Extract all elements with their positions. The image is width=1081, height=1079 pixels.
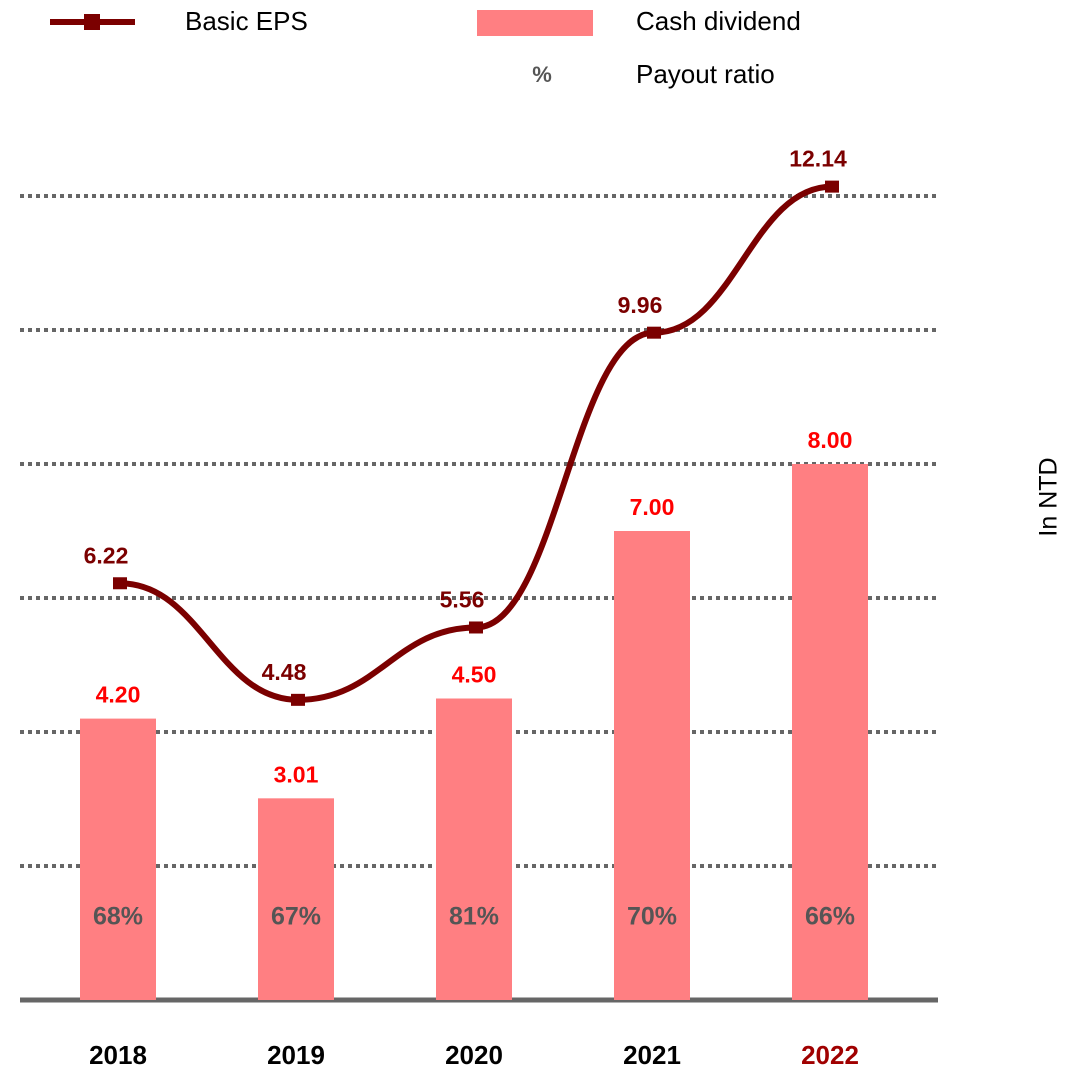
legend-swatch [477,10,593,36]
x-tick-label: 2019 [267,1040,325,1070]
eps-value-label: 6.22 [84,542,129,568]
payout-label: 81% [449,903,499,931]
bar [792,464,868,1000]
bar-value-label: 4.50 [452,662,497,688]
bar [258,798,334,1000]
legend-label: Payout ratio [636,59,775,89]
bar [436,698,512,1000]
eps-value-label: 12.14 [789,146,847,172]
x-tick-label: 2018 [89,1040,147,1070]
eps-value-label: 4.48 [262,659,307,685]
bar-value-label: 4.20 [96,682,141,708]
eps-marker [113,577,127,590]
x-tick-label: 2021 [623,1040,681,1070]
legend-label: Cash dividend [636,6,801,36]
payout-label: 70% [627,903,677,931]
eps-value-label: 5.56 [440,587,485,613]
payout-label: 66% [805,903,855,931]
bar [80,718,156,1000]
bar-value-label: 7.00 [630,494,675,520]
bar-value-label: 3.01 [274,761,319,787]
y-axis-label: In NTD [1035,457,1063,536]
eps-marker [291,693,305,706]
eps-value-label: 9.96 [618,292,663,318]
legend-label: Basic EPS [185,6,308,36]
bar-value-label: 8.00 [808,427,853,453]
payout-label: 68% [93,903,143,931]
payout-label: 67% [271,903,321,931]
eps-line [119,183,833,703]
legend-symbol: % [532,62,552,87]
x-tick-label: 2022 [801,1040,859,1070]
bar [614,531,690,1000]
eps-marker [825,180,839,193]
x-tick-label: 2020 [445,1040,503,1070]
eps-marker [647,326,661,339]
legend-marker [84,14,100,30]
eps-marker [469,621,483,634]
